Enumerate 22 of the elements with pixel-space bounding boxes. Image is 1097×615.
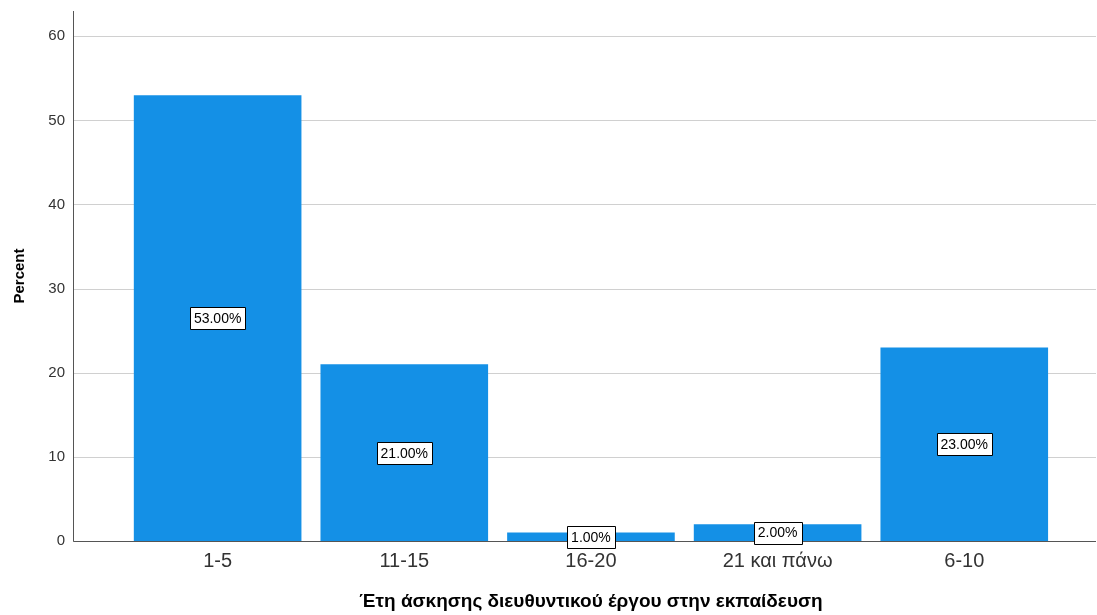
y-tick-label: 30 bbox=[48, 278, 65, 296]
y-tick-label: 40 bbox=[48, 194, 65, 212]
data-label: 23.00% bbox=[940, 436, 989, 453]
bar bbox=[320, 364, 489, 541]
x-tick-label: 1-5 bbox=[203, 548, 233, 571]
x-axis-title: Έτη άσκησης διευθυντικού έργου στην εκπαίδευση bbox=[359, 589, 823, 611]
y-axis-title: Percent bbox=[10, 248, 28, 304]
y-tick-label: 50 bbox=[48, 110, 65, 128]
bar bbox=[880, 347, 1049, 541]
x-tick-label: 16-20 bbox=[565, 548, 617, 571]
y-tick-label: 10 bbox=[48, 447, 65, 465]
x-tick-label: 11-15 bbox=[379, 548, 430, 571]
data-label: 53.00% bbox=[193, 309, 242, 326]
y-tick-label: 20 bbox=[48, 362, 65, 380]
x-tick-label: 21 και πάνω bbox=[722, 548, 833, 571]
y-tick-label: 0 bbox=[56, 531, 65, 549]
y-tick-label: 60 bbox=[48, 26, 65, 44]
data-label: 2.00% bbox=[757, 524, 798, 541]
x-tick-label: 6-10 bbox=[944, 548, 985, 571]
data-label: 1.00% bbox=[571, 528, 611, 545]
bar bbox=[133, 95, 302, 541]
data-label: 21.00% bbox=[380, 444, 429, 461]
